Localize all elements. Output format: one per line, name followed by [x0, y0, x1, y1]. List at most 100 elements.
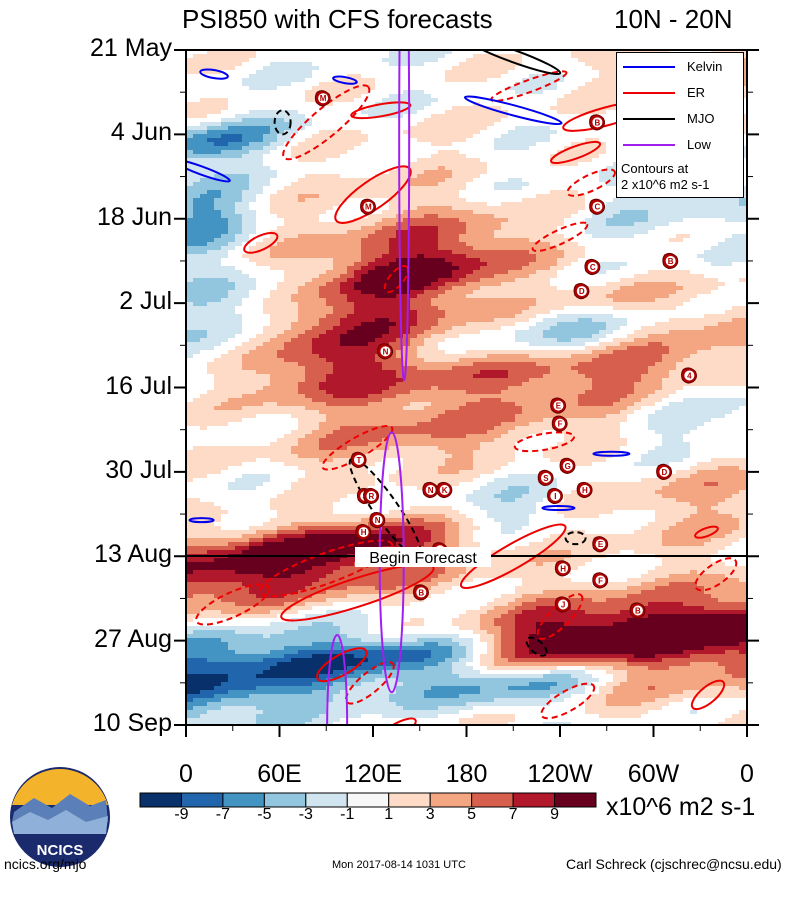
- field-cell: [249, 110, 256, 114]
- field-cell: [466, 178, 473, 182]
- field-cell: [361, 254, 368, 258]
- field-cell: [263, 182, 270, 186]
- field-cell: [634, 334, 641, 338]
- field-cell: [256, 334, 263, 338]
- field-cell: [529, 402, 536, 406]
- field-cell: [228, 194, 235, 198]
- field-cell: [557, 394, 564, 398]
- field-cell: [270, 114, 277, 118]
- field-cell: [319, 394, 326, 398]
- field-cell: [487, 298, 494, 302]
- field-cell: [417, 330, 424, 334]
- field-cell: [284, 354, 291, 358]
- field-cell: [550, 198, 557, 202]
- field-cell: [200, 322, 207, 326]
- field-cell: [704, 362, 711, 366]
- field-cell: [662, 270, 669, 274]
- field-cell: [382, 334, 389, 338]
- field-cell: [501, 222, 508, 226]
- field-cell: [312, 142, 319, 146]
- field-cell: [648, 270, 655, 274]
- field-cell: [200, 58, 207, 62]
- field-cell: [473, 162, 480, 166]
- field-cell: [564, 246, 571, 250]
- field-cell: [319, 346, 326, 350]
- field-cell: [214, 250, 221, 254]
- field-cell: [277, 322, 284, 326]
- field-cell: [270, 266, 277, 270]
- field-cell: [571, 142, 578, 146]
- field-cell: [501, 370, 508, 374]
- field-cell: [529, 386, 536, 390]
- field-cell: [662, 202, 669, 206]
- field-cell: [571, 374, 578, 378]
- field-cell: [235, 186, 242, 190]
- field-cell: [522, 302, 529, 306]
- field-cell: [312, 198, 319, 202]
- field-cell: [417, 394, 424, 398]
- field-cell: [718, 246, 725, 250]
- field-cell: [445, 170, 452, 174]
- field-cell: [277, 366, 284, 370]
- field-cell: [564, 154, 571, 158]
- field-cell: [417, 266, 424, 270]
- field-cell: [221, 194, 228, 198]
- field-cell: [417, 282, 424, 286]
- field-cell: [634, 290, 641, 294]
- field-cell: [557, 306, 564, 310]
- field-cell: [305, 90, 312, 94]
- field-cell: [249, 374, 256, 378]
- field-cell: [277, 338, 284, 342]
- field-cell: [417, 106, 424, 110]
- field-cell: [340, 394, 347, 398]
- field-cell: [578, 394, 585, 398]
- field-cell: [515, 262, 522, 266]
- field-cell: [739, 254, 746, 258]
- field-cell: [312, 218, 319, 222]
- field-cell: [256, 386, 263, 390]
- field-cell: [655, 362, 662, 366]
- field-cell: [739, 366, 746, 370]
- field-cell: [438, 158, 445, 162]
- field-cell: [613, 210, 620, 214]
- field-cell: [725, 310, 732, 314]
- field-cell: [522, 282, 529, 286]
- field-cell: [494, 74, 501, 78]
- field-cell: [487, 302, 494, 306]
- field-cell: [354, 266, 361, 270]
- field-cell: [312, 290, 319, 294]
- field-cell: [214, 70, 221, 74]
- field-cell: [676, 370, 683, 374]
- field-cell: [431, 306, 438, 310]
- field-cell: [592, 110, 599, 114]
- field-cell: [452, 70, 459, 74]
- field-cell: [256, 242, 263, 246]
- field-cell: [389, 374, 396, 378]
- field-cell: [291, 298, 298, 302]
- field-cell: [669, 218, 676, 222]
- field-cell: [599, 342, 606, 346]
- field-cell: [683, 334, 690, 338]
- field-cell: [424, 226, 431, 230]
- field-cell: [389, 278, 396, 282]
- field-cell: [445, 114, 452, 118]
- field-cell: [235, 382, 242, 386]
- field-cell: [445, 262, 452, 266]
- field-cell: [613, 366, 620, 370]
- field-cell: [354, 274, 361, 278]
- field-cell: [501, 374, 508, 378]
- field-cell: [690, 294, 697, 298]
- field-cell: [361, 86, 368, 90]
- field-cell: [508, 294, 515, 298]
- field-cell: [291, 110, 298, 114]
- field-cell: [445, 274, 452, 278]
- field-cell: [207, 166, 214, 170]
- field-cell: [270, 350, 277, 354]
- field-cell: [186, 322, 193, 326]
- field-cell: [249, 198, 256, 202]
- field-cell: [571, 354, 578, 358]
- field-cell: [270, 318, 277, 322]
- field-cell: [333, 278, 340, 282]
- field-cell: [662, 362, 669, 366]
- field-cell: [578, 398, 585, 402]
